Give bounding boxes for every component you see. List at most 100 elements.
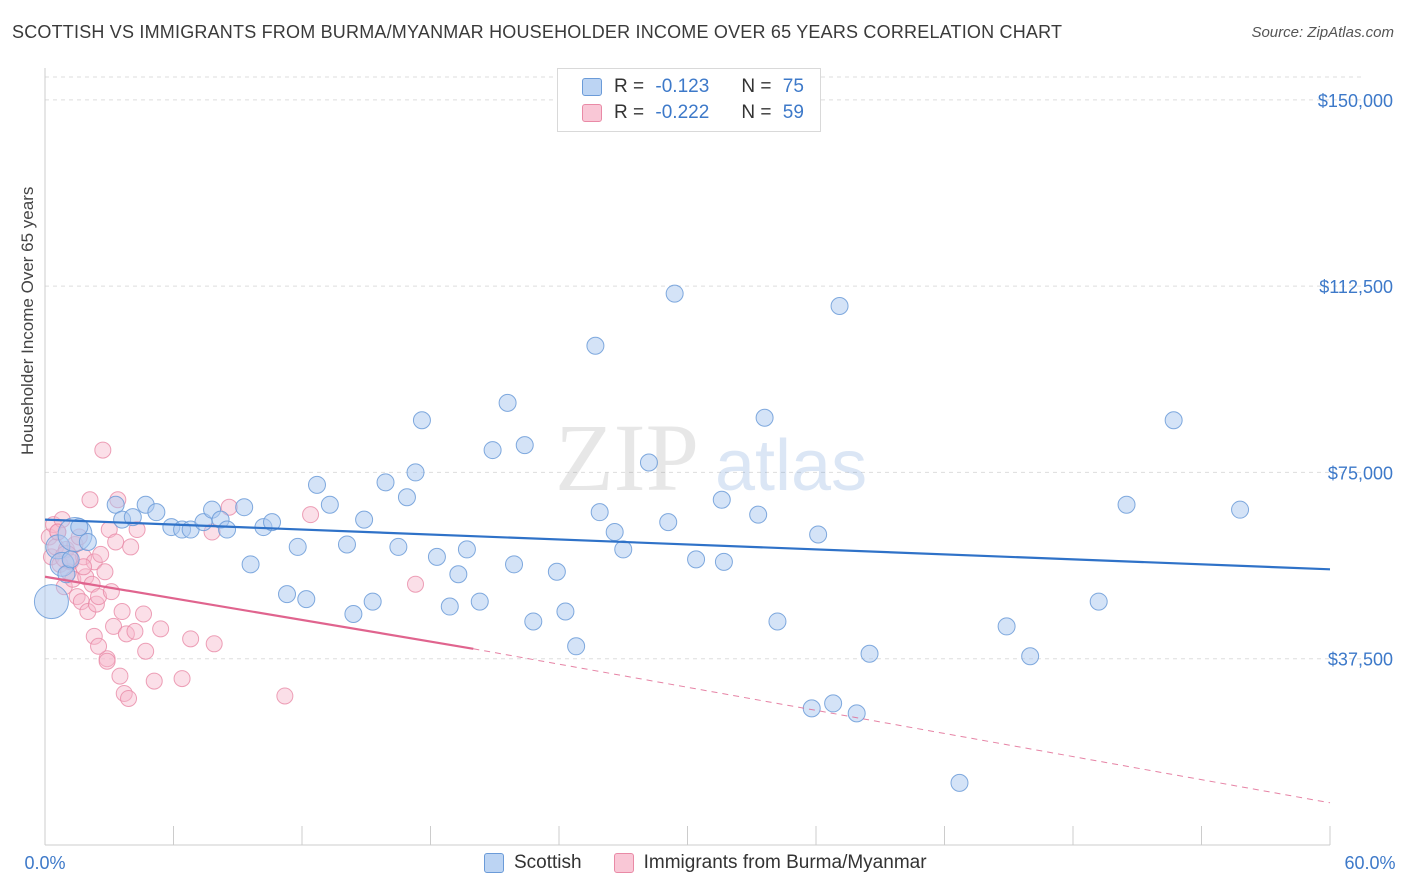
scottish-point: [337, 535, 356, 554]
legend-row-scottish: R = -0.123 N = 75: [582, 75, 804, 99]
scottish-point: [412, 411, 431, 430]
y-tick-label: $75,000: [1328, 463, 1393, 483]
n-label: N =: [741, 76, 772, 97]
burma-trend-line: [44, 575, 474, 650]
scottish-point: [483, 441, 502, 460]
series-legend: Scottish Immigrants from Burma/Myanmar: [484, 852, 959, 874]
burma-point: [107, 533, 125, 551]
scottish-point: [33, 584, 69, 620]
legend-item-burma[interactable]: Immigrants from Burma/Myanmar: [613, 852, 927, 874]
scottish-point: [714, 552, 733, 571]
scottish-point: [524, 612, 543, 631]
scottish-point: [123, 508, 142, 527]
scottish-point: [950, 773, 969, 792]
burma-point: [145, 672, 163, 690]
scottish-point: [344, 605, 363, 623]
burma-point: [113, 603, 131, 621]
scottish-point: [802, 699, 821, 718]
scottish-point: [449, 565, 468, 584]
scottish-point: [860, 644, 879, 663]
y-tick-label: $37,500: [1328, 650, 1393, 670]
burma-point: [90, 588, 108, 606]
n-value: 75: [782, 76, 804, 97]
scottish-point: [567, 637, 586, 656]
legend-item-scottish[interactable]: Scottish: [484, 852, 582, 874]
y-axis-label: Householder Income Over 65 years: [18, 186, 37, 455]
burma-point: [302, 506, 320, 524]
scottish-point: [457, 540, 476, 559]
legend-label-scottish: Scottish: [514, 852, 582, 873]
correlation-legend: R = -0.123 N = 75 R = -0.222 N = 59: [557, 68, 821, 132]
legend-row-burma: R = -0.222 N = 59: [582, 101, 804, 125]
burma-point: [407, 575, 425, 593]
scottish-point: [288, 537, 307, 556]
burma-point: [122, 538, 140, 556]
scottish-point: [712, 490, 731, 509]
scottish-point: [639, 453, 658, 472]
n-value: 59: [782, 102, 804, 123]
burma-point: [120, 689, 138, 707]
burma-point: [81, 491, 99, 509]
scottish-point: [440, 597, 459, 616]
scottish-point: [605, 523, 624, 542]
scottish-point: [768, 612, 787, 631]
chart-title: SCOTTISH VS IMMIGRANTS FROM BURMA/MYANMA…: [12, 22, 1063, 42]
scottish-point: [106, 495, 125, 514]
scottish-point: [1231, 500, 1250, 519]
scottish-point: [515, 436, 534, 455]
scottish-point: [470, 592, 489, 611]
legend-label-burma: Immigrants from Burma/Myanmar: [643, 852, 927, 873]
scottish-legend-swatch: [484, 853, 504, 873]
y-tick-label: $112,500: [1319, 277, 1393, 297]
scottish-point: [355, 510, 374, 529]
burma-point: [126, 622, 144, 640]
scottish-points: [33, 284, 1250, 792]
scottish-point: [278, 585, 297, 604]
burma-point: [205, 635, 223, 653]
trend-lines: [44, 518, 1331, 804]
axes: [44, 68, 1331, 846]
scottish-point: [320, 495, 339, 514]
scottish-point: [659, 513, 678, 532]
watermark-zip: ZIP: [555, 404, 699, 511]
burma-point: [111, 667, 129, 685]
r-label: R =: [614, 76, 645, 97]
scottish-point: [389, 537, 408, 556]
scottish-point: [687, 550, 706, 569]
burma-point: [98, 652, 116, 670]
scottish-point: [556, 602, 575, 621]
scottish-point: [809, 525, 828, 544]
scottish-point: [614, 540, 633, 559]
burma-point: [276, 687, 294, 705]
r-value: -0.123: [655, 76, 710, 97]
scottish-point: [376, 473, 395, 492]
scottish-point: [397, 488, 416, 507]
scottish-point: [427, 547, 446, 566]
scottish-point: [241, 555, 260, 574]
scottish-point: [586, 336, 605, 355]
tick-labels: $37,500 $75,000 $112,500 $150,000 0.0% 60.0%: [24, 91, 1395, 873]
scottish-point: [235, 498, 254, 517]
scottish-point: [505, 555, 524, 574]
chart-source: Source: ZipAtlas.com: [1251, 24, 1394, 41]
scottish-trend-line: [44, 518, 1331, 571]
burma-point: [92, 545, 110, 563]
burma-point: [96, 563, 114, 581]
r-value: -0.222: [655, 102, 710, 123]
scottish-point: [307, 475, 326, 494]
watermark-atlas: atlas: [715, 426, 867, 506]
scottish-point: [498, 393, 517, 412]
watermark: ZIP atlas: [555, 404, 867, 511]
burma-point: [72, 593, 90, 611]
scottish-point: [847, 704, 866, 723]
burma-point: [173, 670, 191, 688]
scottish-point: [1117, 495, 1136, 514]
r-label: R =: [614, 102, 645, 123]
burma-point: [135, 605, 153, 623]
scottish-point: [997, 617, 1016, 636]
burma-point: [94, 441, 112, 459]
scottish-point: [830, 297, 849, 315]
scottish-point: [1164, 411, 1183, 430]
burma-point: [152, 620, 170, 638]
grid-lines: [45, 76, 1365, 660]
